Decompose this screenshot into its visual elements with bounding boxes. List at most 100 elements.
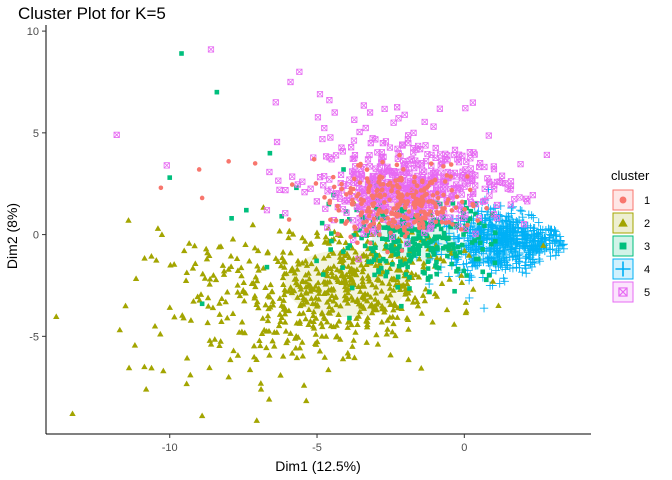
cluster-1-point: [438, 209, 444, 215]
cluster-3-point: [319, 220, 325, 226]
cluster-1-point: [405, 199, 410, 204]
cluster-4-point: [499, 222, 508, 231]
cluster-2-point: [264, 292, 272, 299]
cluster-2-point: [209, 304, 217, 311]
cluster-1-point: [398, 175, 403, 181]
cluster-2-point: [251, 244, 259, 251]
cluster-3-point: [432, 246, 437, 252]
cluster-2-point: [284, 337, 291, 343]
cluster-2-point: [540, 242, 547, 248]
cluster-4-point: [527, 231, 536, 240]
cluster-3-point: [403, 272, 409, 277]
cluster-1-point: [376, 225, 382, 231]
cluster-5-point: [391, 193, 398, 200]
cluster-2-point: [190, 298, 197, 304]
cluster-2-point: [341, 283, 349, 290]
cluster-2-point: [257, 386, 265, 392]
cluster-2-point: [372, 283, 380, 290]
cluster-2-point: [333, 266, 341, 273]
cluster-2-point: [325, 286, 332, 293]
cluster-4-point: [512, 231, 521, 240]
cluster-4-point: [526, 260, 535, 269]
cluster-1-point: [454, 194, 460, 200]
cluster-2-point: [330, 250, 337, 256]
cluster-1-point: [405, 192, 410, 197]
cluster-1-point: [339, 186, 345, 192]
cluster-2-point: [413, 298, 421, 305]
cluster-3-point: [434, 259, 439, 265]
cluster-1-point: [465, 222, 470, 228]
cluster-3-point: [375, 215, 380, 220]
cluster-2-point: [383, 330, 390, 337]
cluster-5-point: [361, 189, 368, 196]
cluster-5-point: [272, 99, 279, 106]
cluster-3-point: [399, 262, 405, 268]
cluster-2-point: [210, 272, 217, 278]
cluster-2-point: [255, 304, 262, 311]
cluster-2-point: [305, 321, 312, 327]
cluster-2-point: [255, 267, 262, 273]
cluster-2-point: [259, 315, 266, 321]
cluster-5-point: [420, 168, 428, 175]
cluster-5-point: [459, 152, 466, 159]
cluster-2-point: [325, 366, 332, 373]
cluster-4-point: [507, 247, 517, 256]
cluster-5-point: [472, 230, 479, 237]
cluster-1-point: [359, 201, 364, 207]
cluster-2-point: [302, 283, 310, 290]
cluster-1-point: [404, 230, 410, 236]
cluster-2-point: [462, 309, 470, 316]
cluster-1-point: [331, 184, 337, 190]
cluster-2-point: [404, 316, 412, 322]
cluster-2-point: [313, 265, 320, 272]
cluster-5-point: [417, 146, 424, 153]
cluster-3-point: [347, 315, 352, 321]
cluster-2-point: [358, 282, 366, 289]
cluster-2-point: [370, 303, 378, 310]
cluster-1-point: [364, 228, 370, 233]
cluster-2-point: [364, 291, 371, 297]
cluster-5-point: [451, 151, 458, 159]
cluster-2-point: [310, 312, 317, 319]
cluster-2-point: [206, 275, 214, 282]
cluster-3-point: [328, 247, 333, 252]
cluster-2-point: [411, 294, 419, 301]
cluster-2-point: [264, 312, 272, 319]
cluster-2-point: [217, 338, 224, 344]
cluster-5-point: [282, 187, 289, 194]
cluster-3-point: [461, 211, 466, 216]
cluster-1-point: [379, 175, 385, 180]
cluster-3-point: [437, 201, 443, 207]
cluster-2-point: [359, 274, 366, 281]
cluster-3-point: [167, 175, 173, 180]
cluster-1-point: [401, 167, 406, 172]
cluster-1-point: [399, 248, 405, 253]
cluster-2-point: [349, 244, 356, 251]
cluster-2-point: [141, 254, 148, 261]
cluster-2-point: [404, 280, 411, 287]
cluster-2-point: [390, 306, 397, 313]
cluster-5-point: [477, 160, 484, 167]
cluster-2-point: [320, 255, 328, 261]
y-tick-label: -5: [29, 331, 39, 343]
cluster-1-point: [369, 193, 375, 199]
cluster-1-point: [402, 214, 407, 220]
cluster-2-point: [227, 252, 235, 259]
cluster-5-point: [469, 99, 476, 106]
cluster-1-point: [378, 182, 383, 187]
cluster-2-point: [183, 269, 190, 276]
cluster-2-point: [352, 248, 359, 255]
cluster-2-point: [440, 257, 448, 264]
cluster-2-point: [345, 254, 353, 260]
cluster-3-point: [384, 236, 389, 242]
cluster-4-point: [528, 226, 538, 235]
cluster-4-point: [501, 230, 511, 239]
cluster-2-point: [315, 270, 322, 276]
legend-title: cluster: [611, 168, 650, 183]
cluster-1-point: [371, 216, 377, 222]
cluster-5-point: [346, 176, 353, 183]
x-ticks: -10 -5 0: [162, 434, 467, 454]
cluster-2-point: [225, 373, 232, 380]
cluster-1-point: [422, 209, 427, 215]
cluster-2-point: [251, 294, 258, 301]
